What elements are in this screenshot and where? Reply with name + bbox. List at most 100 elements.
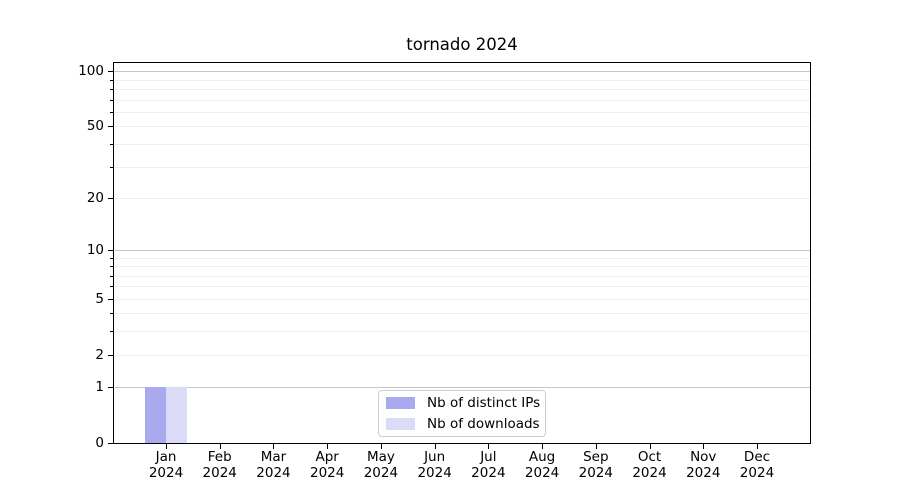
gridline-major <box>114 71 810 73</box>
gridline-minor <box>114 275 810 277</box>
y-minor-tick-mark <box>110 166 113 168</box>
y-minor-tick-mark <box>110 112 113 114</box>
x-tick-year: 2024 <box>363 464 399 481</box>
legend-swatch <box>386 417 415 430</box>
gridline-minor <box>114 79 810 81</box>
x-tick-year: 2024 <box>739 464 775 481</box>
legend-label: Nb of distinct IPs <box>427 395 541 412</box>
gridline-minor <box>114 257 810 259</box>
legend-item-downloads: Nb of downloads <box>386 416 545 432</box>
x-tick-month: Sep <box>583 449 609 465</box>
x-tick-year: 2024 <box>256 464 291 481</box>
x-tick-mark <box>649 444 651 449</box>
gridline-minor <box>114 197 810 199</box>
x-tick-year: 2024 <box>417 464 452 481</box>
y-minor-tick-mark <box>110 266 113 268</box>
y-tick-label: 0 <box>95 435 104 451</box>
x-tick-month: May <box>366 449 395 465</box>
y-minor-tick-mark <box>110 126 113 128</box>
x-tick-year: 2024 <box>578 464 613 481</box>
x-tick-label-aug: Aug 2024 <box>512 449 572 481</box>
y-minor-tick-mark <box>110 298 113 300</box>
y-minor-tick-mark <box>110 257 113 259</box>
gridline-minor <box>114 354 810 356</box>
y-minor-tick-mark <box>110 144 113 146</box>
legend-item-distinct-ips: Nb of distinct IPs <box>386 395 545 411</box>
y-minor-tick-mark <box>110 99 113 101</box>
x-tick-mark <box>488 444 490 449</box>
y-tick-label: 100 <box>78 63 104 80</box>
gridline-minor <box>114 126 810 128</box>
y-tick-label: 2 <box>95 346 104 363</box>
x-tick-label-sep: Sep 2024 <box>566 449 626 481</box>
x-tick-year: 2024 <box>632 464 667 481</box>
gridline-minor <box>114 286 810 288</box>
legend: Nb of distinct IPs Nb of downloads <box>378 390 546 437</box>
y-minor-tick-mark <box>110 313 113 315</box>
x-tick-month: Jun <box>424 449 446 465</box>
x-tick-year: 2024 <box>309 464 345 481</box>
x-tick-mark <box>273 444 275 449</box>
gridline-minor <box>114 313 810 315</box>
bar-distinct-ips-jan <box>145 387 166 443</box>
y-tick-mark <box>108 71 113 73</box>
x-tick-month: Oct <box>637 449 662 465</box>
y-tick-mark <box>108 387 113 389</box>
plot-area <box>113 62 811 444</box>
x-tick-label-feb: Feb 2024 <box>190 449 250 481</box>
y-tick-mark <box>108 443 113 444</box>
gridline-minor <box>114 166 810 168</box>
x-tick-month: Nov <box>690 449 717 465</box>
y-minor-tick-mark <box>110 89 113 91</box>
x-tick-mark <box>434 444 436 449</box>
y-tick-label: 5 <box>95 290 104 307</box>
y-minor-tick-mark <box>110 275 113 277</box>
x-tick-label-apr: Apr 2024 <box>297 449 357 481</box>
x-tick-month: Dec <box>743 449 771 465</box>
x-tick-label-jul: Jul 2024 <box>458 449 518 481</box>
y-minor-tick-mark <box>110 331 113 333</box>
x-tick-label-jun: Jun 2024 <box>405 449 465 481</box>
x-tick-mark <box>380 444 382 449</box>
legend-label: Nb of downloads <box>427 415 540 432</box>
gridline-minor <box>114 331 810 333</box>
x-tick-month: Mar <box>260 449 287 465</box>
x-tick-year: 2024 <box>471 464 506 481</box>
x-tick-year: 2024 <box>524 464 560 481</box>
legend-swatch <box>386 397 415 410</box>
y-minor-tick-mark <box>110 354 113 356</box>
gridline-minor <box>114 298 810 300</box>
x-tick-label-nov: Nov 2024 <box>673 449 733 481</box>
x-tick-mark <box>327 444 329 449</box>
x-tick-mark <box>166 444 167 449</box>
y-minor-tick-mark <box>110 286 113 288</box>
gridline-major <box>114 387 810 389</box>
x-tick-year: 2024 <box>686 464 721 481</box>
y-minor-tick-mark <box>110 79 113 81</box>
x-tick-mark <box>756 444 758 449</box>
x-tick-mark <box>542 444 544 449</box>
gridline-minor <box>114 112 810 114</box>
gridline-minor <box>114 144 810 146</box>
x-tick-mark <box>219 444 221 449</box>
y-minor-tick-mark <box>110 197 113 199</box>
y-tick-label: 50 <box>86 118 104 135</box>
chart-title: tornado 2024 <box>406 35 518 54</box>
x-tick-month: Jan <box>155 449 177 465</box>
gridline-minor <box>114 99 810 101</box>
y-tick-label: 1 <box>95 379 104 396</box>
gridline-minor <box>114 89 810 91</box>
y-tick-label: 10 <box>86 241 104 258</box>
y-tick-mark <box>108 249 113 251</box>
x-tick-mark <box>703 444 705 449</box>
x-tick-label-mar: Mar 2024 <box>243 449 303 481</box>
x-tick-month: Apr <box>315 449 339 465</box>
bar-downloads-jan <box>166 387 187 443</box>
x-tick-month: Feb <box>207 449 232 465</box>
y-tick-label: 20 <box>86 189 104 206</box>
x-tick-month: Aug <box>528 449 556 465</box>
gridline-major <box>114 249 810 251</box>
x-tick-label-dec: Dec 2024 <box>727 449 787 481</box>
x-tick-month: Jul <box>480 449 497 465</box>
